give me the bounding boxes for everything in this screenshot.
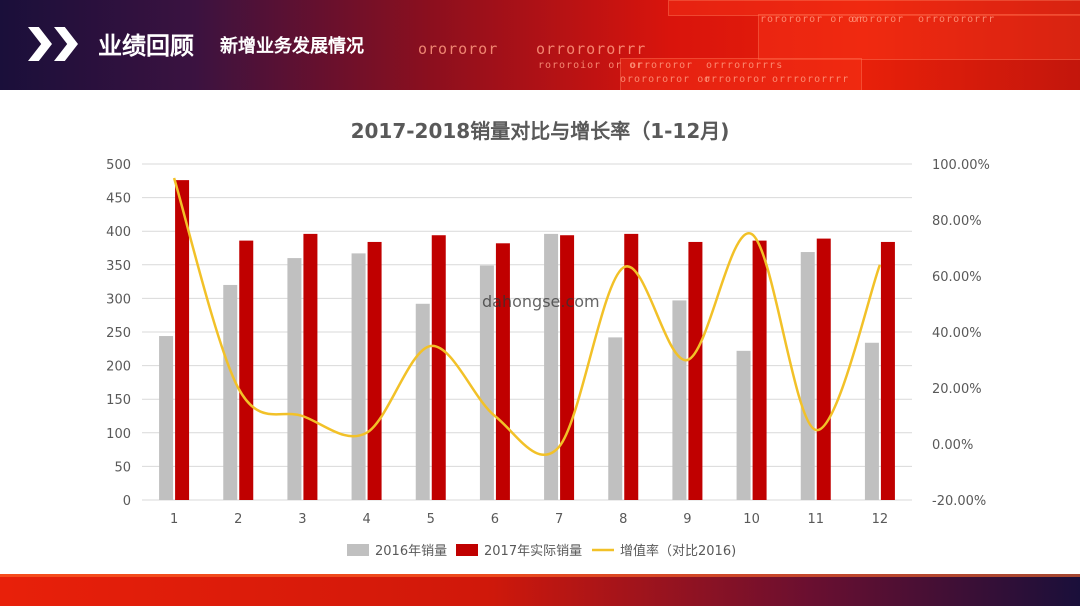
bar-2017 xyxy=(495,243,510,500)
bar-2016 xyxy=(415,303,430,500)
bar-2016 xyxy=(608,337,623,500)
x-tick-label: 11 xyxy=(807,512,824,527)
legend-label-growth: 增值率（对比2016) xyxy=(620,543,736,559)
bar-2017 xyxy=(303,233,318,500)
header-deco-text: orrorororrr xyxy=(536,40,647,58)
header-deco-text: orororor xyxy=(418,40,499,58)
bar-2017 xyxy=(367,241,382,500)
x-tick-label: 1 xyxy=(170,512,178,527)
y-right-tick-label: 100.00% xyxy=(932,158,990,173)
y-left-tick-label: 0 xyxy=(123,494,131,509)
watermark-text: dahongse.com xyxy=(482,292,600,311)
sales-chart: 2017-2018销量对比与增长率（1-12月) 0 50 100 150 200 250 3… xyxy=(106,119,990,559)
bar-2017 xyxy=(239,240,254,500)
x-tick-label: 5 xyxy=(427,512,435,527)
legend-label-2017: 2017年实际销量 xyxy=(484,544,582,559)
legend-swatch-2016 xyxy=(347,544,369,556)
y-left-tick-label: 400 xyxy=(106,225,131,240)
header-banner: rorororor or or orororor orrorororrr oro… xyxy=(0,0,1080,90)
header-deco-block xyxy=(668,0,1080,16)
header-deco-text: orrrororrrs xyxy=(706,60,784,71)
bar-2016 xyxy=(287,258,302,500)
y-left-tick-label: 150 xyxy=(106,393,131,408)
bar-2016 xyxy=(351,253,366,500)
bar-2017 xyxy=(880,241,895,500)
bar-2016 xyxy=(223,284,238,500)
y-right-tick-label: 20.00% xyxy=(932,382,982,397)
header-deco-text: orrororor xyxy=(630,60,694,71)
legend-label-2016: 2016年销量 xyxy=(375,544,447,559)
header-deco-text: orrorororrr xyxy=(918,14,996,25)
y-left-tick-label: 300 xyxy=(106,292,131,307)
x-tick-label: 6 xyxy=(491,512,499,527)
y-left-tick-label: 100 xyxy=(106,427,131,442)
chart-title: 2017-2018销量对比与增长率（1-12月) xyxy=(351,119,730,143)
header-deco-text: orrororor xyxy=(704,74,768,85)
page-subtitle: 新增业务发展情况 xyxy=(220,36,364,57)
bar-2016 xyxy=(479,265,494,500)
x-tick-label: 8 xyxy=(619,512,627,527)
header-deco-block xyxy=(758,14,1080,60)
bar-2017 xyxy=(688,241,703,500)
bar-2017 xyxy=(816,238,831,501)
bar-2017 xyxy=(431,235,446,500)
y-right-tick-label: -20.00% xyxy=(932,494,986,509)
y-left-tick-label: 50 xyxy=(114,460,131,475)
footer-accent-line xyxy=(0,574,1080,577)
bar-2016 xyxy=(544,233,559,500)
page-title: 业绩回顾 xyxy=(98,32,194,60)
header-deco-block xyxy=(620,58,862,90)
header-deco-text: ororororor or xyxy=(620,74,712,85)
x-tick-label: 2 xyxy=(234,512,242,527)
y-left-tick-label: 450 xyxy=(106,192,131,207)
header-deco-text: orororor xyxy=(848,14,905,25)
bar-2017 xyxy=(624,233,639,500)
y-right-tick-label: 40.00% xyxy=(932,326,982,341)
header-deco-text: orrrororrrr xyxy=(772,74,850,85)
bar-2016 xyxy=(159,336,174,500)
bar-2016 xyxy=(864,342,879,500)
header-deco-text: rororoior or or xyxy=(538,60,644,71)
x-tick-label: 7 xyxy=(555,512,563,527)
bar-2017 xyxy=(175,180,190,501)
bar-2016 xyxy=(736,350,751,500)
y-right-tick-label: 0.00% xyxy=(932,438,973,453)
legend-swatch-2017 xyxy=(456,544,478,556)
x-tick-label: 4 xyxy=(362,512,370,527)
y-left-tick-label: 250 xyxy=(106,326,131,341)
bar-2017 xyxy=(752,240,767,500)
y-right-tick-label: 60.00% xyxy=(932,270,982,285)
x-tick-label: 10 xyxy=(743,512,760,527)
bar-2017 xyxy=(560,235,575,500)
bar-2016 xyxy=(672,300,687,500)
bar-2016 xyxy=(800,252,815,500)
y-left-tick-label: 200 xyxy=(106,360,131,375)
y-left-tick-label: 350 xyxy=(106,259,131,274)
x-tick-label: 12 xyxy=(872,512,889,527)
footer-banner xyxy=(0,574,1080,606)
header-deco-text: rorororor or or xyxy=(760,14,866,25)
y-right-tick-label: 80.00% xyxy=(932,214,982,229)
x-tick-label: 3 xyxy=(298,512,306,527)
growth-rate-line xyxy=(172,177,882,456)
x-tick-label: 9 xyxy=(683,512,691,527)
y-left-tick-label: 500 xyxy=(106,158,131,173)
